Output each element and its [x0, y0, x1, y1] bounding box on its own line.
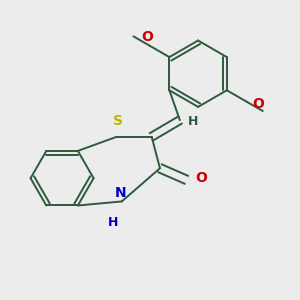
Text: H: H — [188, 115, 199, 128]
Text: O: O — [252, 97, 264, 110]
Text: S: S — [113, 114, 124, 128]
Text: N: N — [114, 186, 126, 200]
Text: H: H — [108, 216, 119, 230]
Text: O: O — [195, 171, 207, 185]
Text: O: O — [142, 30, 154, 44]
